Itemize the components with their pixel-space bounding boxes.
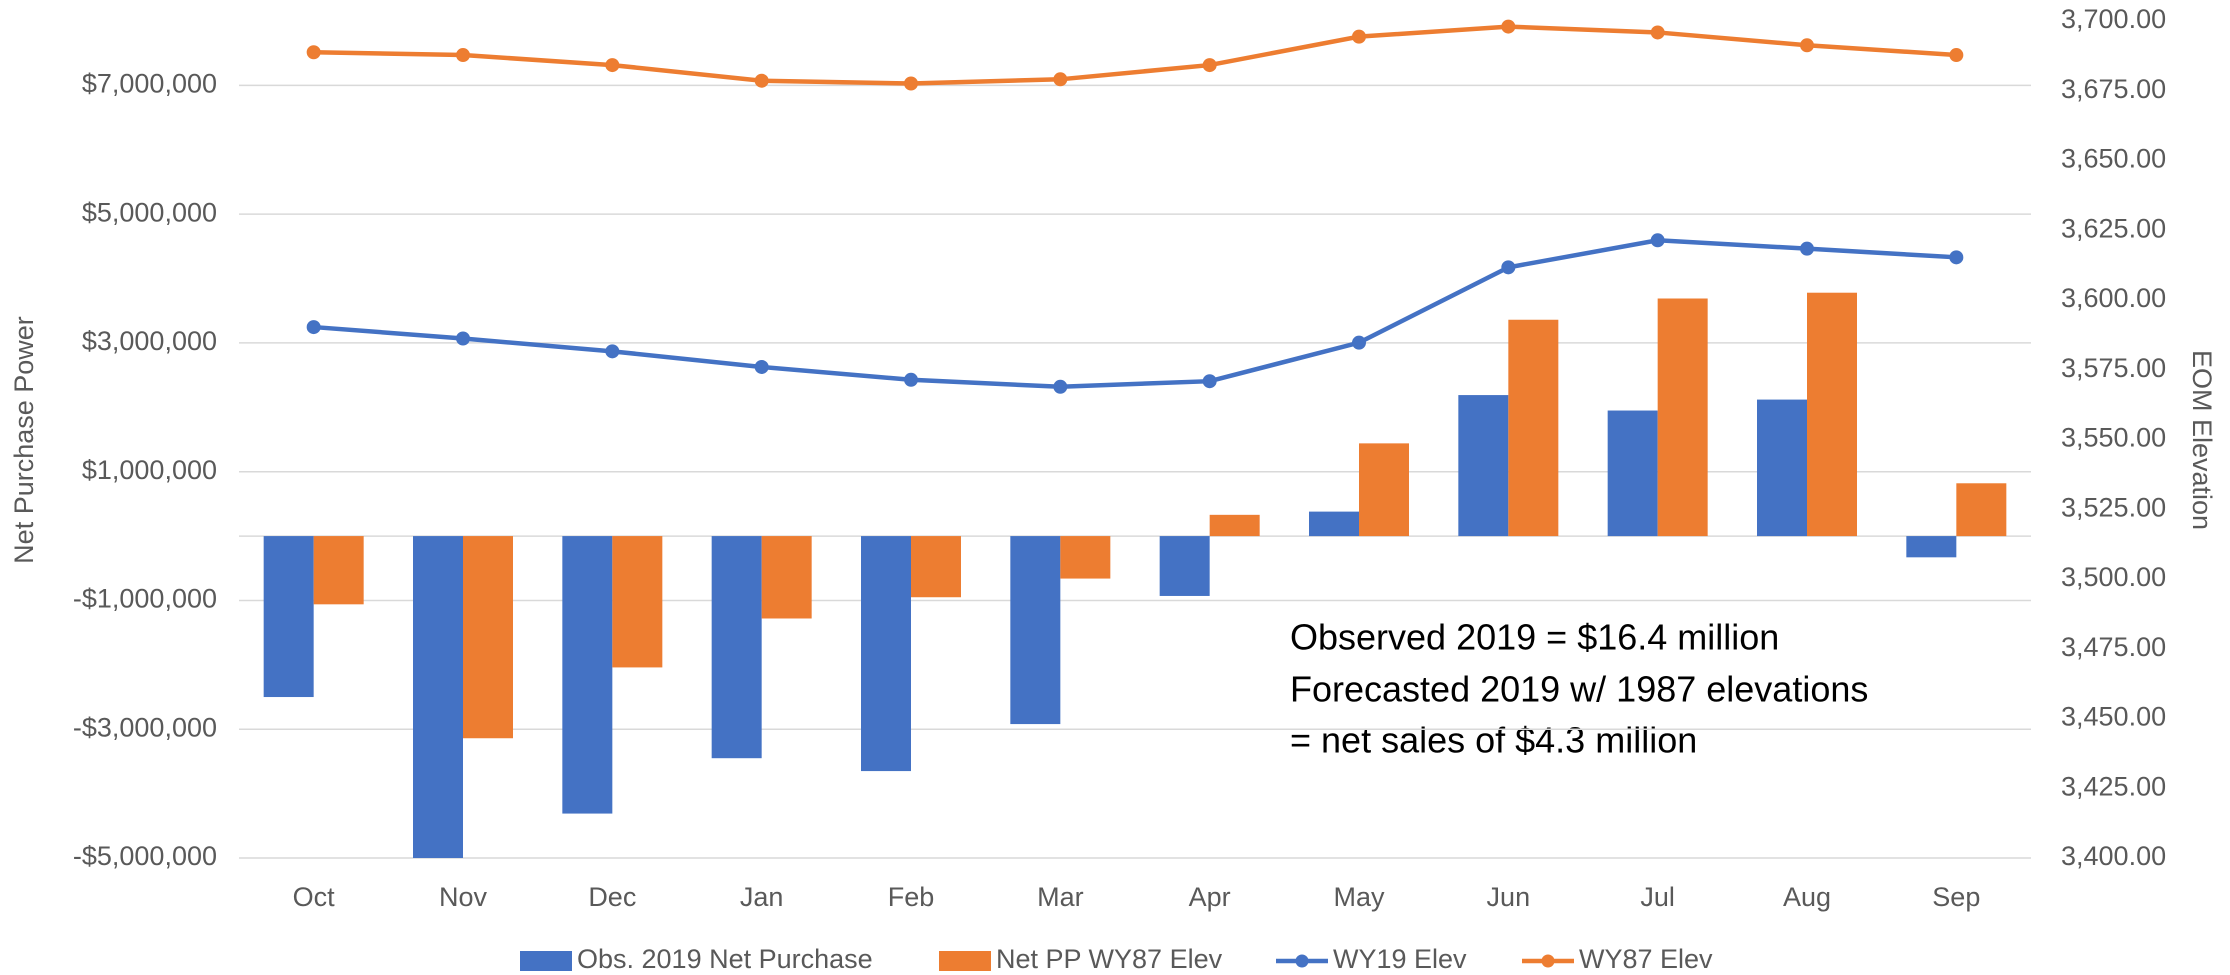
bar	[1508, 319, 1559, 537]
y-tick-label: $1,000,000	[82, 455, 217, 485]
y2-axis-label: EOM Elevation	[2187, 350, 2217, 530]
bar	[263, 536, 314, 698]
marker	[1202, 58, 1217, 73]
bar	[1607, 410, 1658, 537]
x-tick-label: Mar	[1037, 882, 1084, 912]
marker	[1202, 374, 1217, 389]
legend-label: WY87 Elev	[1579, 944, 1713, 974]
marker	[1053, 379, 1068, 394]
bar	[1807, 292, 1857, 537]
bar	[1209, 514, 1260, 537]
bar	[1159, 536, 1210, 596]
bar	[463, 536, 513, 739]
marker	[605, 344, 620, 359]
marker	[1800, 241, 1814, 256]
x-tick-label: Jan	[740, 882, 784, 912]
x-tick-label: Apr	[1189, 882, 1231, 912]
y-tick-label: $7,000,000	[82, 69, 217, 99]
marker	[1949, 250, 1964, 265]
bar	[1906, 536, 1957, 558]
x-tick-label: Feb	[888, 882, 935, 912]
bar	[1657, 298, 1708, 537]
bar	[711, 536, 762, 759]
marker	[754, 359, 769, 374]
marker	[1949, 48, 1964, 63]
legend-label: WY19 Elev	[1333, 944, 1467, 974]
legend-swatch	[939, 951, 991, 971]
marker	[1501, 260, 1516, 275]
bar	[562, 536, 613, 814]
marker	[1352, 335, 1366, 350]
marker	[1650, 233, 1665, 248]
annotation: Forecasted 2019 w/ 1987 elevations	[1290, 669, 1868, 710]
y2-tick-label: 3,625.00	[2061, 213, 2166, 243]
y-tick-label: -$1,000,000	[73, 584, 217, 614]
x-tick-label: Jul	[1640, 882, 1675, 912]
x-tick-label: Jun	[1487, 882, 1531, 912]
y2-tick-label: 3,500.00	[2061, 562, 2166, 592]
y2-tick-label: 3,575.00	[2061, 353, 2166, 383]
line	[313, 238, 1957, 390]
y-tick-label: $5,000,000	[82, 197, 217, 227]
line	[313, 24, 1957, 86]
bar	[861, 536, 911, 772]
marker	[904, 372, 918, 387]
y2-tick-label: 3,700.00	[2061, 4, 2166, 34]
y2-tick-label: 3,475.00	[2061, 632, 2166, 662]
legend-swatch	[1295, 954, 1309, 968]
marker	[306, 320, 321, 335]
marker	[1352, 29, 1366, 44]
bar	[612, 536, 663, 668]
legend-label: Net PP WY87 Elev	[996, 944, 1223, 974]
y2-tick-label: 3,650.00	[2061, 144, 2166, 174]
x-tick-label: Dec	[588, 882, 636, 912]
marker	[456, 48, 470, 63]
bar	[413, 536, 463, 858]
y2-tick-label: 3,425.00	[2061, 771, 2166, 801]
marker	[754, 73, 769, 88]
x-tick-label: Aug	[1783, 882, 1831, 912]
annotation: Observed 2019 = $16.4 million	[1290, 617, 1779, 658]
y2-tick-label: 3,550.00	[2061, 423, 2166, 453]
bar	[761, 536, 812, 619]
marker	[1053, 72, 1068, 87]
y-tick-label: -$3,000,000	[73, 712, 217, 742]
x-tick-label: May	[1333, 882, 1385, 912]
bar	[1010, 536, 1061, 725]
y2-tick-label: 3,400.00	[2061, 841, 2166, 871]
legend-swatch	[520, 951, 572, 971]
marker	[306, 45, 321, 60]
y2-tick-label: 3,600.00	[2061, 283, 2166, 313]
y2-tick-label: 3,525.00	[2061, 492, 2166, 522]
y-axis-label: Net Purchase Power	[9, 316, 39, 564]
marker	[1650, 25, 1665, 40]
marker	[904, 76, 918, 91]
bar	[911, 536, 961, 598]
bar	[1956, 483, 2007, 537]
bar	[313, 536, 364, 605]
x-tick-label: Oct	[293, 882, 336, 912]
legend-label: Obs. 2019 Net Purchase	[577, 944, 873, 974]
bar	[1060, 536, 1111, 579]
legend-swatch	[1541, 954, 1555, 968]
y-tick-label: $3,000,000	[82, 326, 217, 356]
y2-tick-label: 3,675.00	[2061, 74, 2166, 104]
x-tick-label: Sep	[1932, 882, 1980, 912]
y-tick-label: -$5,000,000	[73, 841, 217, 871]
bar	[1359, 443, 1409, 537]
marker	[1501, 19, 1516, 34]
bar	[1309, 511, 1359, 537]
bar	[1458, 395, 1509, 537]
x-tick-label: Nov	[439, 882, 488, 912]
marker	[605, 58, 620, 73]
annotation: = net sales of $4.3 million	[1290, 720, 1697, 761]
marker	[456, 331, 470, 346]
marker	[1800, 38, 1814, 53]
bar	[1757, 399, 1807, 537]
y2-tick-label: 3,450.00	[2061, 702, 2166, 732]
